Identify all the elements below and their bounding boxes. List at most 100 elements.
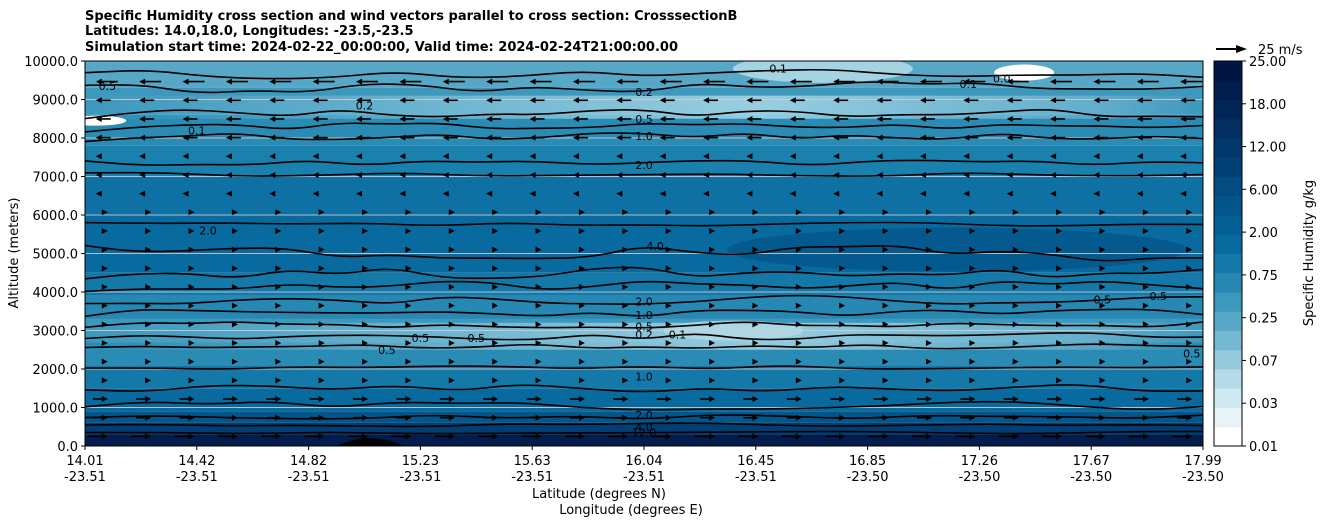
colorbar-segment: [1214, 253, 1242, 274]
wind-vector-head: [225, 134, 232, 141]
wind-vector-head: [622, 302, 629, 309]
wind-vector-head: [356, 171, 363, 178]
wind-vector-head: [665, 302, 672, 309]
wind-vector-head: [362, 358, 369, 365]
wind-vector-head: [182, 134, 189, 141]
wind-vector-head: [925, 209, 932, 216]
wind-vector-head: [405, 377, 412, 384]
contour-line: [85, 266, 1203, 280]
wind-vector-head: [362, 321, 369, 328]
wind-vector-head: [1186, 283, 1193, 290]
wind-vector-head: [1099, 414, 1106, 421]
contour-line: [85, 332, 1203, 341]
wind-vector-head: [535, 283, 542, 290]
wind-vector-head: [145, 302, 152, 309]
x-tick-label-lat: 15.63: [514, 454, 551, 469]
colorbar-segment: [1214, 388, 1242, 408]
wind-vector-head: [145, 227, 152, 234]
wind-vector-head: [578, 227, 585, 234]
wind-vector-head: [882, 209, 889, 216]
wind-vector-head: [442, 134, 449, 141]
wind-vector-head: [312, 134, 319, 141]
wind-vector-head: [405, 321, 412, 328]
wind-vector-head: [1142, 246, 1149, 253]
wind-vector-head: [535, 302, 542, 309]
wind-vector-head: [448, 433, 455, 440]
y-tick-label: 1000.0: [33, 402, 79, 417]
wind-vector-head: [876, 115, 883, 122]
wind-vector-head: [231, 340, 238, 347]
wind-vector-head: [486, 134, 493, 141]
wind-vector-head: [882, 340, 889, 347]
wind-vector-head: [833, 78, 840, 85]
wind-vector-head: [448, 358, 455, 365]
wind-vector-head: [231, 265, 238, 272]
wind-vector-head: [492, 340, 499, 347]
wind-vector-head: [882, 358, 889, 365]
x-tick-label-lat: 16.45: [737, 454, 774, 469]
wind-vector-head: [925, 396, 932, 403]
wind-vector-head: [231, 358, 238, 365]
wind-vector-head: [795, 414, 802, 421]
wind-vector-head: [492, 265, 499, 272]
wind-vector-head: [969, 227, 976, 234]
wind-vector-head: [399, 153, 406, 160]
wind-vector-head: [139, 190, 146, 197]
wind-vector-head: [101, 321, 108, 328]
wind-vector-head: [789, 171, 796, 178]
colorbar-segment: [1214, 195, 1242, 216]
wind-vector-head: [969, 414, 976, 421]
colorbar-segment: [1214, 369, 1242, 389]
wind-vector-head: [1136, 97, 1143, 104]
wind-vector-head: [578, 433, 585, 440]
wind-vector-head: [318, 302, 325, 309]
wind-vector-head: [101, 433, 108, 440]
wind-vector-head: [578, 340, 585, 347]
wind-vector-head: [659, 115, 666, 122]
wind-vector-head: [839, 321, 846, 328]
wind-vector-head: [572, 115, 579, 122]
wind-vector-head: [188, 396, 195, 403]
wind-vector-head: [709, 396, 716, 403]
wind-vector-head: [188, 340, 195, 347]
wind-vector-head: [231, 414, 238, 421]
wind-vector-head: [448, 321, 455, 328]
wind-vector-head: [1006, 78, 1013, 85]
wind-vector-head: [362, 302, 369, 309]
wind-vector-head: [318, 321, 325, 328]
wind-vector-head: [795, 377, 802, 384]
wind-vector-head: [659, 171, 666, 178]
wind-vector-head: [709, 377, 716, 384]
wind-vector-head: [622, 227, 629, 234]
wind-vector-head: [963, 190, 970, 197]
wind-vector-head: [969, 246, 976, 253]
contour-lines: [85, 68, 1203, 435]
wind-vector-head: [1012, 377, 1019, 384]
wind-vector-head: [578, 321, 585, 328]
contour-label: 0.1: [769, 63, 787, 76]
wind-vector-head: [752, 377, 759, 384]
wind-vector-head: [101, 302, 108, 309]
wind-vector-head: [1093, 134, 1100, 141]
wind-vector-head: [101, 209, 108, 216]
wind-vector-head: [1093, 190, 1100, 197]
wind-vector-head: [231, 283, 238, 290]
wind-vector-head: [275, 396, 282, 403]
wind-vector-head: [839, 246, 846, 253]
wind-vector-head: [578, 396, 585, 403]
wind-vector-head: [139, 153, 146, 160]
wind-vector-head: [405, 433, 412, 440]
wind-vector-head: [752, 283, 759, 290]
wind-vector-head: [1050, 115, 1057, 122]
wind-vector-head: [709, 321, 716, 328]
colorbar-segment: [1214, 61, 1242, 81]
wind-vector-head: [703, 171, 710, 178]
wind-vector-head: [188, 246, 195, 253]
wind-vector-head: [622, 377, 629, 384]
wind-vector-head: [969, 209, 976, 216]
wind-vector-head: [1180, 171, 1187, 178]
wind-vector-head: [833, 153, 840, 160]
contour-line: [85, 414, 1203, 420]
wind-vector-head: [145, 433, 152, 440]
wind-vector-head: [572, 190, 579, 197]
